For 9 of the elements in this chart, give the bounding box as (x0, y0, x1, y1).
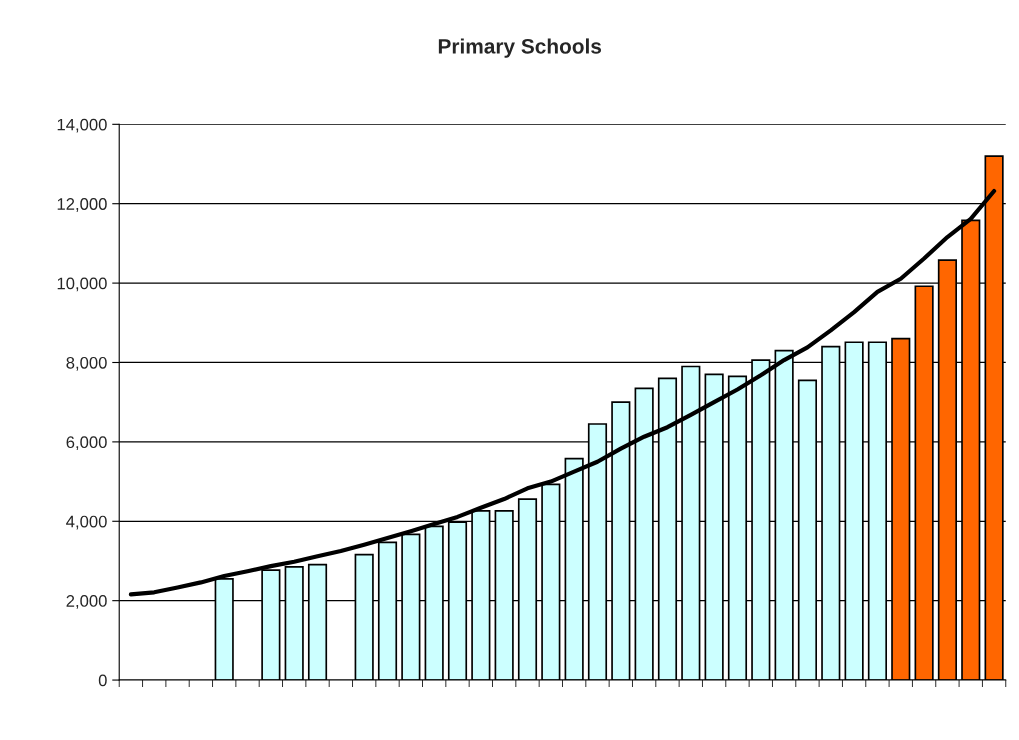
y-tick-label: 6,000 (66, 436, 107, 451)
y-tick-label: 2,000 (66, 595, 107, 609)
y-tick-label: 14,000 (57, 118, 107, 133)
y-tick-label: 12,000 (57, 198, 107, 212)
y-tick-label: 0 (98, 674, 107, 687)
y-tick-label: 10,000 (57, 277, 107, 292)
y-tick-label: 4,000 (66, 515, 107, 530)
chart-title: Primary Schools (438, 38, 602, 58)
y-tick-label: 8,000 (66, 356, 107, 371)
